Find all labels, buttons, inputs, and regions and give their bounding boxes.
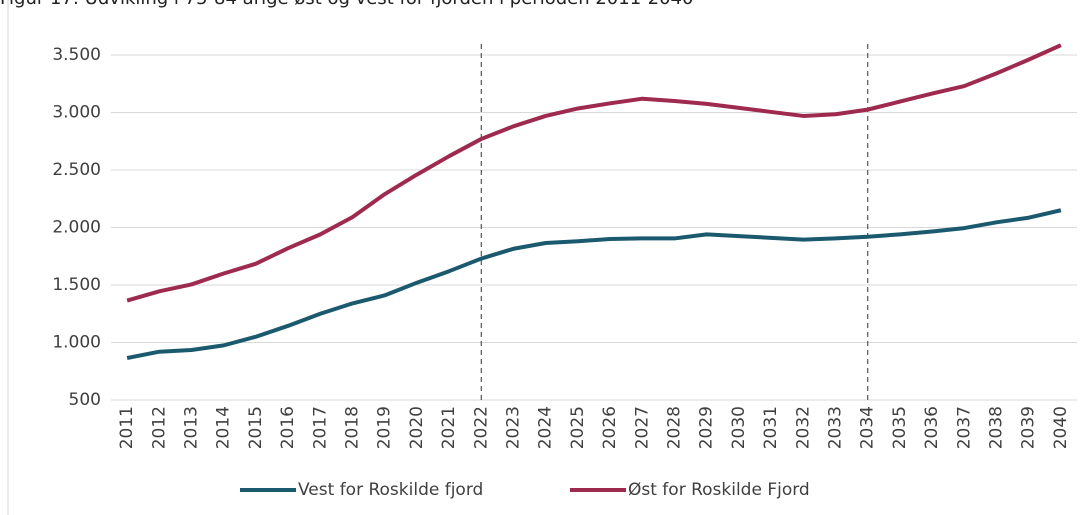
x-tick-label: 2014 — [214, 406, 234, 449]
y-tick-label: 3.000 — [52, 103, 101, 123]
x-tick-label: 2016 — [278, 406, 298, 449]
x-tick-label: 2011 — [117, 406, 137, 449]
chart-title: Figur 17: Udvikling i 75-84 årige øst og… — [0, 0, 693, 9]
x-tick-label: 2030 — [729, 406, 749, 449]
x-tick-label: 2022 — [471, 406, 491, 449]
y-tick-label: 2.500 — [52, 160, 101, 180]
x-tick-label: 2038 — [987, 406, 1007, 449]
x-tick-label: 2019 — [375, 406, 395, 449]
x-tick-label: 2040 — [1051, 406, 1071, 449]
y-tick-label: 3.500 — [52, 45, 101, 65]
x-tick-label: 2013 — [182, 406, 202, 449]
x-tick-label: 2023 — [504, 406, 524, 449]
x-tick-label: 2035 — [890, 406, 910, 449]
x-tick-label: 2012 — [149, 406, 169, 449]
x-tick-label: 2015 — [246, 406, 266, 449]
legend-label: Vest for Roskilde fjord — [298, 480, 483, 500]
x-tick-label: 2037 — [954, 406, 974, 449]
line-series — [126, 208, 1062, 360]
x-tick-label: 2036 — [922, 406, 942, 449]
x-tick-label: 2021 — [439, 406, 459, 449]
x-tick-label: 2024 — [536, 406, 556, 449]
x-tick-label: 2033 — [826, 406, 846, 449]
y-tick-label: 1.500 — [52, 275, 101, 295]
x-tick-label: 2028 — [665, 406, 685, 449]
x-tick-label: 2020 — [407, 406, 427, 449]
x-tick-label: 2039 — [1019, 406, 1039, 449]
line-series — [126, 43, 1062, 303]
x-tick-label: 2029 — [697, 406, 717, 449]
x-tick-label: 2018 — [343, 406, 363, 449]
x-tick-label: 2027 — [632, 406, 652, 449]
x-tick-label: 2025 — [568, 406, 588, 449]
y-tick-label: 500 — [69, 390, 101, 410]
frame — [7, 0, 9, 515]
x-tick-label: 2034 — [858, 406, 878, 449]
y-tick-label: 1.000 — [52, 333, 101, 353]
x-tick-label: 2017 — [310, 406, 330, 449]
x-tick-label: 2026 — [600, 406, 620, 449]
x-tick-label: 2032 — [793, 406, 813, 449]
x-tick-label: 2031 — [761, 406, 781, 449]
legend-label: Øst for Roskilde Fjord — [628, 480, 810, 500]
y-tick-label: 2.000 — [52, 218, 101, 238]
